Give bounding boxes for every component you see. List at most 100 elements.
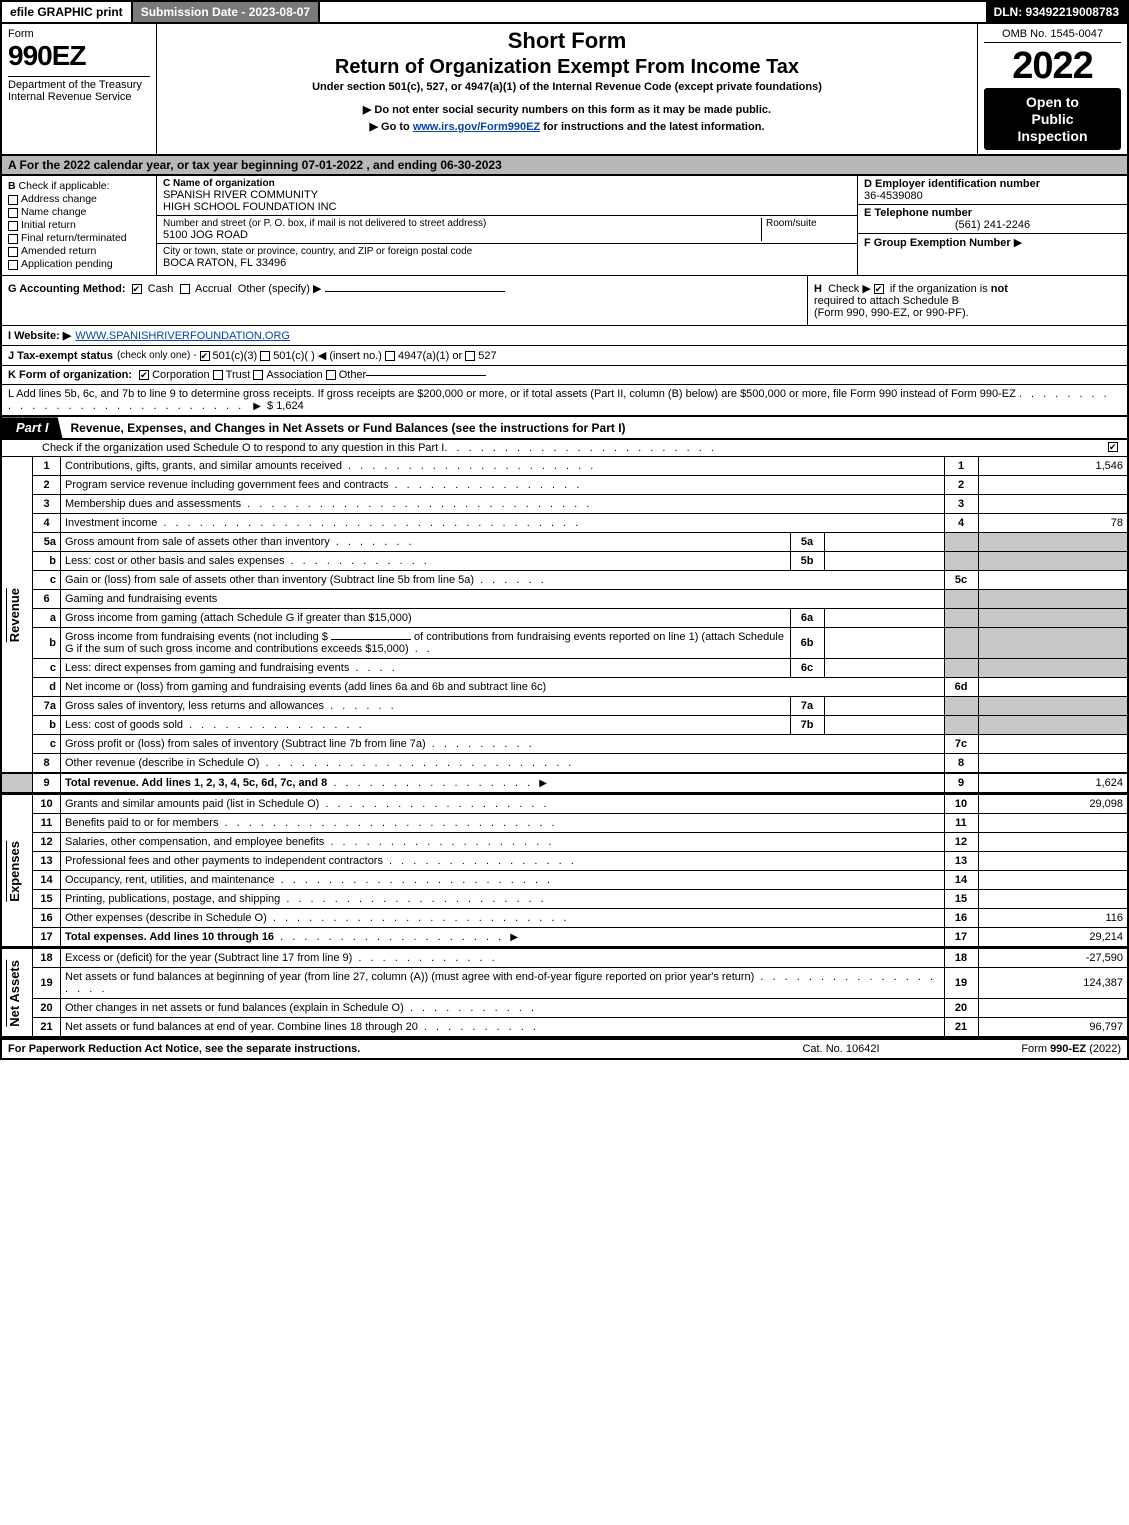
val-1: 1,546: [978, 457, 1128, 476]
rn-4: 4: [944, 514, 978, 533]
chk-cash[interactable]: [132, 284, 142, 294]
desc-11: Benefits paid to or for members: [65, 817, 218, 829]
ln-6b: b: [33, 628, 61, 659]
ln-2: 2: [33, 476, 61, 495]
chk-accrual[interactable]: [180, 284, 190, 294]
line-7b: b Less: cost of goods sold . . . . . . .…: [1, 716, 1128, 735]
chk-final-return[interactable]: [8, 234, 18, 244]
midval-6c: [824, 659, 944, 678]
year-cell: OMB No. 1545-0047 2022 Open to Public In…: [977, 24, 1127, 154]
chk-address-change[interactable]: [8, 195, 18, 205]
other-method-field[interactable]: [325, 291, 505, 292]
line-6b: b Gross income from fundraising events (…: [1, 628, 1128, 659]
section-h-label: H: [814, 283, 822, 295]
rn-5a-shade: [944, 533, 978, 552]
lbl-cash: Cash: [148, 283, 174, 295]
section-gh: G Accounting Method: Cash Accrual Other …: [0, 276, 1129, 326]
chk-4947[interactable]: [385, 351, 395, 361]
chk-application-pending[interactable]: [8, 260, 18, 270]
ln-9: 9: [33, 773, 61, 793]
netassets-vlabel: Net Assets: [6, 960, 28, 1027]
h-text2: if the organization is: [890, 283, 991, 295]
top-bar: efile GRAPHIC print Submission Date - 20…: [0, 0, 1129, 24]
section-b: B Check if applicable: Address change Na…: [2, 176, 157, 275]
desc-3: Membership dues and assessments: [65, 498, 241, 510]
rn-6-shade: [944, 590, 978, 609]
ln-5b: b: [33, 552, 61, 571]
line-5c: c Gain or (loss) from sale of assets oth…: [1, 571, 1128, 590]
desc-7c: Gross profit or (loss) from sales of inv…: [65, 738, 426, 750]
rn-12: 12: [944, 833, 978, 852]
line-18: Net Assets 18 Excess or (deficit) for th…: [1, 948, 1128, 968]
ln-19: 19: [33, 968, 61, 999]
midval-6a: [824, 609, 944, 628]
lbl-other-method: Other (specify) ▶: [238, 283, 322, 295]
tax-year: 2022: [984, 45, 1121, 88]
val-6d: [978, 678, 1128, 697]
line-8: 8 Other revenue (describe in Schedule O)…: [1, 754, 1128, 774]
line-3: 3 Membership dues and assessments . . . …: [1, 495, 1128, 514]
footer-form-bold: 990-EZ: [1050, 1043, 1086, 1055]
mid-7a: 7a: [790, 697, 824, 716]
rn-21: 21: [944, 1018, 978, 1038]
chk-501c[interactable]: [260, 351, 270, 361]
lbl-527: 527: [478, 350, 496, 362]
rn-7c: 7c: [944, 735, 978, 754]
chk-schedule-o-part1[interactable]: [1108, 442, 1118, 452]
chk-amended-return[interactable]: [8, 247, 18, 257]
ln-5a: 5a: [33, 533, 61, 552]
chk-label-final: Final return/terminated: [21, 232, 127, 244]
rn-6a-shade: [944, 609, 978, 628]
6b-blank[interactable]: [331, 639, 411, 640]
section-b-label: B: [8, 180, 16, 192]
goto-link[interactable]: www.irs.gov/Form990EZ: [413, 121, 540, 133]
rn-9: 9: [944, 773, 978, 793]
section-c: C Name of organization SPANISH RIVER COM…: [157, 176, 857, 275]
desc-16: Other expenses (describe in Schedule O): [65, 912, 267, 924]
form-id-cell: Form 990EZ Department of the Treasury In…: [2, 24, 157, 154]
ln-6: 6: [33, 590, 61, 609]
chk-schedule-b-not-required[interactable]: [874, 284, 884, 294]
chk-trust[interactable]: [213, 370, 223, 380]
val-3: [978, 495, 1128, 514]
section-l: L Add lines 5b, 6c, and 7b to line 9 to …: [0, 385, 1129, 416]
line-17: 17 Total expenses. Add lines 10 through …: [1, 928, 1128, 947]
rn-16: 16: [944, 909, 978, 928]
ln-14: 14: [33, 871, 61, 890]
chk-association[interactable]: [253, 370, 263, 380]
chk-501c3[interactable]: [200, 351, 210, 361]
mid-6b: 6b: [790, 628, 824, 659]
h-text3: required to attach Schedule B: [814, 295, 959, 307]
lbl-other-org: Other: [339, 369, 367, 381]
chk-other-org[interactable]: [326, 370, 336, 380]
website-link[interactable]: WWW.SPANISHRIVERFOUNDATION.ORG: [75, 330, 290, 342]
ln-4: 4: [33, 514, 61, 533]
chk-527[interactable]: [465, 351, 475, 361]
section-f-label: F Group Exemption Number: [864, 237, 1011, 249]
chk-initial-return[interactable]: [8, 221, 18, 231]
badge-l2: Public: [988, 111, 1117, 128]
chk-label-amended: Amended return: [21, 245, 96, 257]
desc-9: Total revenue. Add lines 1, 2, 3, 4, 5c,…: [65, 777, 327, 789]
part-1-note: Check if the organization used Schedule …: [0, 440, 1129, 457]
goto-line: ▶ Go to www.irs.gov/Form990EZ for instru…: [163, 120, 971, 133]
val-13: [978, 852, 1128, 871]
other-org-field[interactable]: [366, 375, 486, 376]
page-footer: For Paperwork Reduction Act Notice, see …: [0, 1038, 1129, 1060]
h-text4: (Form 990, 990-EZ, or 990-PF).: [814, 307, 969, 319]
section-g: G Accounting Method: Cash Accrual Other …: [2, 276, 807, 325]
midval-5b: [824, 552, 944, 571]
desc-7b: Less: cost of goods sold: [65, 719, 183, 731]
section-f-arrow: ▶: [1014, 237, 1022, 249]
line-1: Revenue 1 Contributions, gifts, grants, …: [1, 457, 1128, 476]
omb-number: OMB No. 1545-0047: [984, 28, 1121, 43]
section-a-bar: A For the 2022 calendar year, or tax yea…: [0, 155, 1129, 176]
chk-corporation[interactable]: [139, 370, 149, 380]
room-label: Room/suite: [766, 218, 851, 229]
chk-name-change[interactable]: [8, 208, 18, 218]
line-10: Expenses 10 Grants and similar amounts p…: [1, 794, 1128, 814]
section-def: D Employer identification number 36-4539…: [857, 176, 1127, 275]
line-6c: c Less: direct expenses from gaming and …: [1, 659, 1128, 678]
lbl-trust: Trust: [226, 369, 251, 381]
ln-17: 17: [33, 928, 61, 947]
